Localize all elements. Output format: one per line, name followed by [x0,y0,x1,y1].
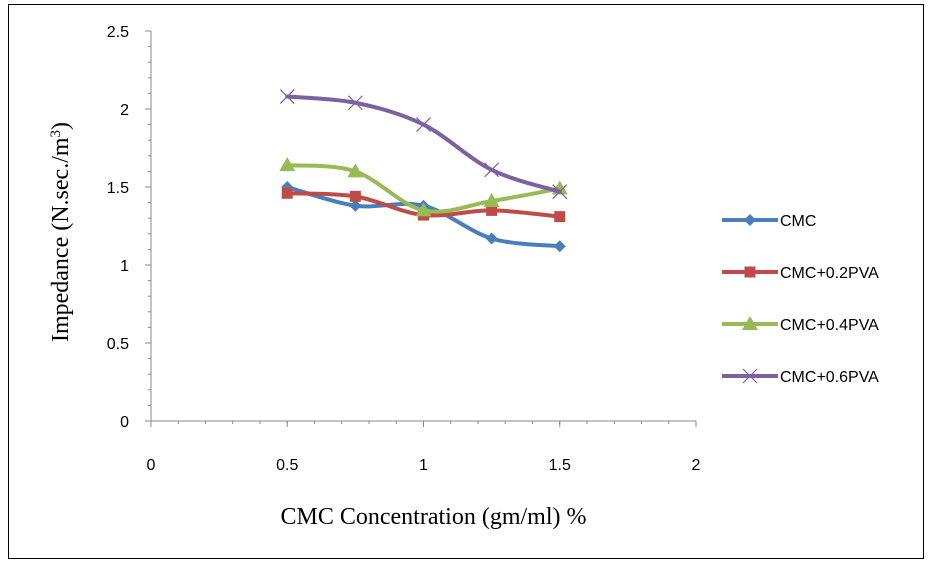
x-marker-stroke [416,117,431,133]
data-point-cmc-0-6pva [347,95,363,111]
data-point-cmc [553,240,566,253]
legend-label: CMC+0.6PVA [780,369,879,386]
data-point-cmc-0-6pva [552,184,568,200]
data-point-cmc-0-2pva [281,187,293,199]
legend: CMC CMC+0.2PVA CMC+0.4PVA CMC+0.6PVA [722,213,879,386]
axis-ticks: 0 0.5 1 1.5 2 2.5 0 0.5 1 1.5 2 [107,24,701,474]
data-point-cmc-0-2pva [349,190,361,202]
x-axis-title: CMC Concentration (gm/ml) % [281,504,587,530]
y-tick-label: 1 [120,258,129,275]
legend-label: CMC+0.2PVA [780,265,879,282]
series-cmc-0-4pva [279,157,568,217]
legend-label: CMC [780,213,816,230]
data-point-cmc-0-4pva [279,157,296,172]
series-line-cmc-0-6pva [285,94,562,194]
data-point-cmc-0-2pva [486,204,498,216]
y-tick-label: 2.5 [107,24,129,41]
y-tick-label: 0 [120,414,129,431]
data-point-cmc-0-6pva [484,162,500,178]
x-marker-stroke [484,162,500,178]
y-axis-title-close: ) [48,122,74,130]
series-cmc-0-6pva [279,89,568,200]
x-tick-label: 1.5 [549,457,571,474]
x-tick-label: 2 [692,457,701,474]
legend-marker [742,368,758,384]
data-point-cmc-0-4pva [415,202,432,217]
y-axis-title: Impedance (N.sec./m3) [48,122,74,342]
y-axis-title-base: Impedance (N.sec./m [48,137,74,342]
legend-marker [744,214,756,226]
legend-marker [742,316,758,330]
data-point-cmc-0-4pva [483,193,500,208]
y-axis-title-sup: 3 [48,130,64,138]
y-tick-label: 1.5 [107,180,129,197]
data-point-cmc-0-6pva [279,89,295,104]
x-tick-label: 0.5 [276,457,298,474]
chart-frame [8,4,924,559]
legend-item-cmc-0-6pva: CMC+0.6PVA [722,368,879,386]
y-tick-label: 2 [120,102,129,119]
legend-label: CMC+0.4PVA [780,317,879,334]
x-marker-stroke [552,184,568,200]
data-point-cmc [485,232,498,245]
data-point-cmc-0-6pva [416,117,431,133]
x-tick-label: 1 [419,457,428,474]
data-point-cmc-0-2pva [554,211,566,223]
x-marker-stroke [279,89,295,104]
data-point-cmc [349,199,362,212]
legend-marker [744,266,756,278]
axes [150,31,696,422]
legend-item-cmc: CMC [722,213,816,230]
series-layer [279,89,568,253]
legend-item-cmc-0-4pva: CMC+0.4PVA [722,316,879,334]
legend-item-cmc-0-2pva: CMC+0.2PVA [722,265,879,282]
x-marker-stroke [742,368,758,384]
y-tick-label: 0.5 [107,336,129,353]
data-point-cmc-0-4pva [347,163,364,178]
x-marker-stroke [347,95,363,111]
x-tick-label: 0 [147,457,156,474]
